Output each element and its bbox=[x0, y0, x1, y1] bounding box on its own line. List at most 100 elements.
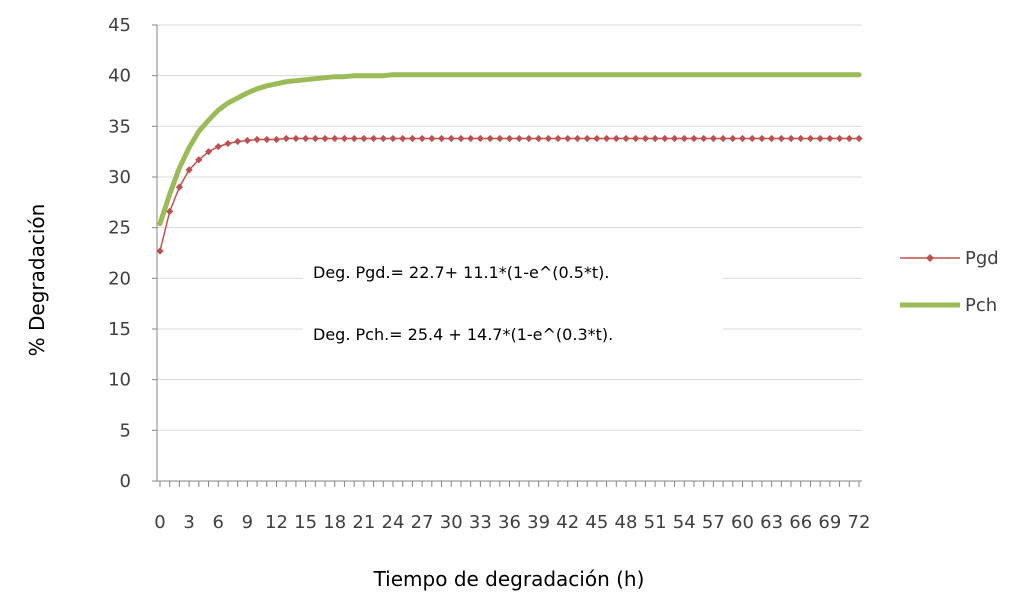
annotation-2-background bbox=[303, 315, 723, 353]
data-point-pgd-70 bbox=[835, 134, 844, 143]
data-point-pgd-7 bbox=[224, 139, 232, 148]
x-axis-title: Tiempo de degradación (h) bbox=[373, 567, 645, 591]
x-tick-label-36: 36 bbox=[498, 512, 521, 533]
data-point-pgd-19 bbox=[340, 134, 349, 143]
x-tick-label-18: 18 bbox=[323, 512, 346, 533]
x-tick-label-27: 27 bbox=[411, 512, 434, 533]
legend-item-pgd: Pgd bbox=[900, 248, 999, 269]
data-point-pgd-12 bbox=[272, 135, 281, 144]
data-point-pgd-32 bbox=[467, 134, 475, 143]
data-point-pgd-44 bbox=[583, 134, 591, 143]
data-point-pgd-62 bbox=[758, 134, 766, 143]
data-point-pgd-64 bbox=[777, 134, 785, 143]
x-tick-label-12: 12 bbox=[265, 512, 288, 533]
data-point-pgd-65 bbox=[787, 134, 795, 143]
x-tick-label-33: 33 bbox=[469, 512, 492, 533]
legend: Pgd Pch bbox=[900, 248, 999, 316]
data-point-pgd-23 bbox=[379, 134, 387, 143]
data-point-pgd-47 bbox=[612, 134, 620, 143]
x-tick-label-9: 9 bbox=[242, 512, 253, 533]
data-point-pgd-51 bbox=[651, 134, 659, 143]
data-point-pgd-39 bbox=[535, 134, 543, 143]
x-tick-label-51: 51 bbox=[644, 512, 667, 533]
data-point-pgd-60 bbox=[738, 134, 747, 143]
x-tick-label-42: 42 bbox=[556, 512, 579, 533]
annotation-pgd-equation: Deg. Pgd.= 22.7+ 11.1*(1-e^(0.5*t). bbox=[313, 263, 610, 282]
series-line-pch bbox=[157, 72, 862, 227]
x-tick-label-72: 72 bbox=[848, 512, 871, 533]
data-point-pgd-18 bbox=[331, 134, 339, 143]
data-point-pgd-36 bbox=[505, 134, 514, 143]
data-point-pgd-45 bbox=[593, 134, 601, 143]
data-point-pgd-72 bbox=[855, 134, 863, 143]
x-tick-label-21: 21 bbox=[352, 512, 375, 533]
legend-marker-pgd bbox=[926, 254, 934, 262]
annotation-1-background bbox=[303, 252, 723, 290]
data-point-pgd-61 bbox=[748, 134, 756, 143]
y-tick-label-35: 35 bbox=[108, 116, 131, 137]
data-point-pgd-58 bbox=[719, 134, 727, 143]
y-tick-labels: 0 5 10 15 20 25 30 35 40 45 bbox=[108, 15, 131, 492]
data-point-pgd-4 bbox=[195, 156, 203, 164]
data-point-pgd-2 bbox=[175, 183, 184, 191]
data-point-pgd-57 bbox=[709, 134, 717, 143]
data-point-pgd-11 bbox=[263, 135, 271, 144]
data-point-pgd-53 bbox=[670, 134, 679, 143]
x-tick-label-54: 54 bbox=[673, 512, 696, 533]
data-point-pgd-52 bbox=[661, 134, 669, 143]
y-tick-label-15: 15 bbox=[108, 319, 131, 340]
data-point-pgd-41 bbox=[554, 134, 562, 143]
data-point-pgd-21 bbox=[360, 134, 368, 143]
x-tick-label-45: 45 bbox=[585, 512, 608, 533]
x-tick-label-6: 6 bbox=[213, 512, 224, 533]
data-point-pgd-13 bbox=[282, 134, 290, 143]
data-point-pgd-46 bbox=[602, 134, 611, 143]
x-tick-label-24: 24 bbox=[382, 512, 405, 533]
data-point-pgd-30 bbox=[447, 134, 455, 143]
annotations: Deg. Pgd.= 22.7+ 11.1*(1-e^(0.5*t). Deg.… bbox=[303, 252, 723, 353]
data-point-pgd-33 bbox=[476, 134, 484, 143]
data-point-pgd-34 bbox=[486, 134, 494, 143]
data-point-pgd-29 bbox=[437, 134, 446, 143]
axes bbox=[152, 24, 862, 487]
data-point-pgd-8 bbox=[234, 137, 242, 146]
x-tick-label-48: 48 bbox=[615, 512, 638, 533]
x-tick-label-3: 3 bbox=[183, 512, 194, 533]
x-tick-label-39: 39 bbox=[527, 512, 550, 533]
data-point-pgd-63 bbox=[768, 134, 776, 143]
data-point-pgd-24 bbox=[389, 134, 397, 143]
data-point-pgd-9 bbox=[243, 136, 251, 145]
data-point-pgd-68 bbox=[816, 134, 824, 143]
data-point-pgd-54 bbox=[680, 134, 688, 143]
y-tick-label-0: 0 bbox=[120, 471, 131, 492]
data-point-pgd-56 bbox=[700, 134, 708, 143]
data-point-pgd-0 bbox=[156, 247, 164, 255]
data-point-pgd-37 bbox=[515, 134, 523, 143]
data-point-pgd-10 bbox=[253, 135, 261, 144]
x-tick-label-0: 0 bbox=[154, 512, 165, 533]
data-point-pgd-48 bbox=[622, 134, 630, 143]
data-point-pgd-27 bbox=[418, 134, 426, 143]
data-point-pgd-67 bbox=[806, 134, 815, 143]
data-point-pgd-17 bbox=[321, 134, 329, 143]
data-point-pgd-28 bbox=[428, 134, 436, 143]
data-point-pgd-66 bbox=[797, 134, 805, 143]
y-tick-label-20: 20 bbox=[108, 268, 131, 289]
data-point-pgd-20 bbox=[350, 134, 358, 143]
legend-label-pch: Pch bbox=[965, 295, 997, 316]
data-point-pgd-50 bbox=[641, 134, 650, 143]
data-point-pgd-6 bbox=[214, 143, 222, 151]
data-point-pgd-59 bbox=[729, 134, 737, 143]
y-tick-label-5: 5 bbox=[120, 420, 131, 441]
data-point-pgd-49 bbox=[632, 134, 640, 143]
data-point-pgd-22 bbox=[369, 134, 378, 143]
data-point-pgd-38 bbox=[525, 134, 533, 143]
data-point-pgd-35 bbox=[496, 134, 504, 143]
y-tick-label-45: 45 bbox=[108, 15, 131, 36]
y-axis-title: % Degradación bbox=[25, 204, 49, 357]
x-tick-label-66: 66 bbox=[789, 512, 812, 533]
data-point-pgd-25 bbox=[399, 134, 407, 143]
data-point-pgd-15 bbox=[302, 134, 310, 143]
